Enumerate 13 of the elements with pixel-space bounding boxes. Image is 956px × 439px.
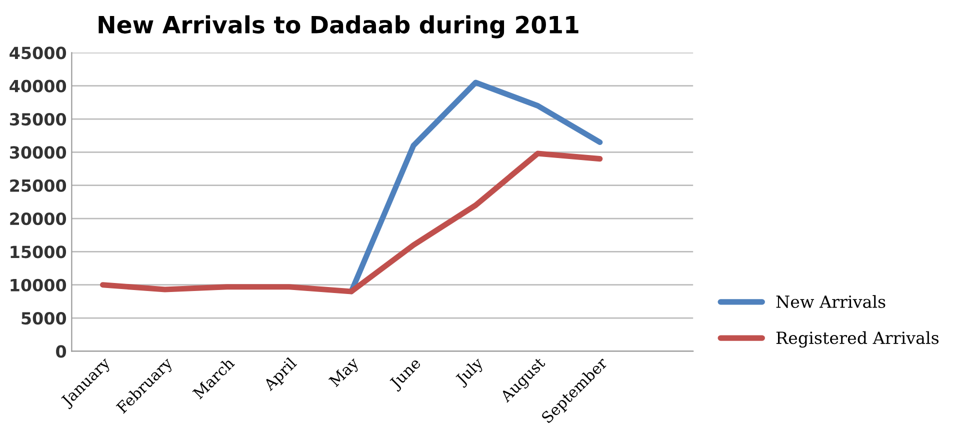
legend-label: Registered Arrivals <box>776 331 939 348</box>
y-tick-label: 35000 <box>10 112 66 126</box>
y-tick-label: 10000 <box>10 278 66 292</box>
y-tick-label: 5000 <box>22 312 66 325</box>
y-tick-label: 15000 <box>10 246 66 258</box>
y-tick-label: 40000 <box>10 80 66 92</box>
legend-label: New Arrivals <box>776 295 886 308</box>
y-tick-label: 45000 <box>10 46 66 60</box>
y-tick-label: 0 <box>56 345 66 358</box>
y-tick-label: 25000 <box>10 179 66 192</box>
y-tick-label: 30000 <box>10 146 66 159</box>
y-tick-label: 20000 <box>10 212 66 226</box>
chart-title: New Arrivals to Dadaab during 2011 <box>98 15 578 38</box>
